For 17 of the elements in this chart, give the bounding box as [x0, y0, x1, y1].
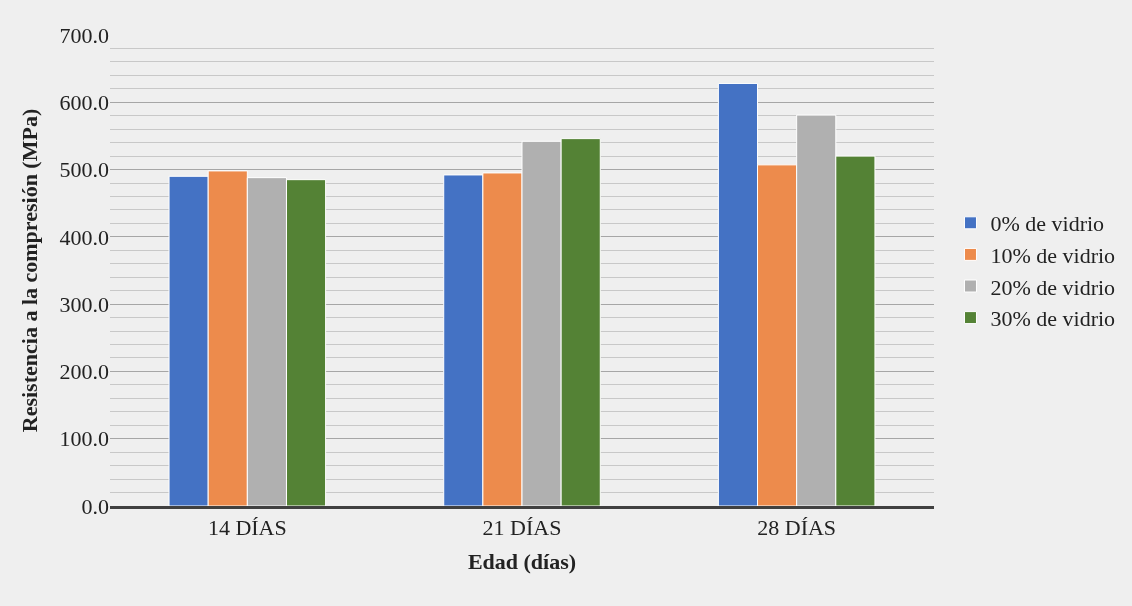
y-tick-label: 600.0 — [59, 89, 109, 115]
legend-label: 20% de vidrio — [990, 274, 1116, 300]
x-axis-title: Edad (días) — [467, 549, 577, 575]
legend-label: 30% de vidrio — [990, 306, 1116, 332]
y-tick-label: 500.0 — [59, 157, 109, 183]
y-tick-label: 100.0 — [59, 426, 109, 452]
x-tick-label: 14 DÍAS — [207, 515, 287, 541]
y-tick-label: 400.0 — [59, 224, 109, 250]
legend-label: 10% de vidrio — [990, 242, 1116, 268]
y-tick-label: 0.0 — [81, 493, 109, 519]
x-tick-label: 21 DÍAS — [482, 515, 562, 541]
legend-label: 0% de vidrio — [990, 211, 1105, 237]
y-tick-label: 200.0 — [59, 359, 109, 385]
x-tick-label: 28 DÍAS — [757, 515, 837, 541]
y-tick-label: 300.0 — [59, 291, 109, 317]
y-tick-label: 700.0 — [59, 22, 109, 48]
y-axis-title: Resistencia a la compresión (MPa) — [17, 108, 43, 433]
